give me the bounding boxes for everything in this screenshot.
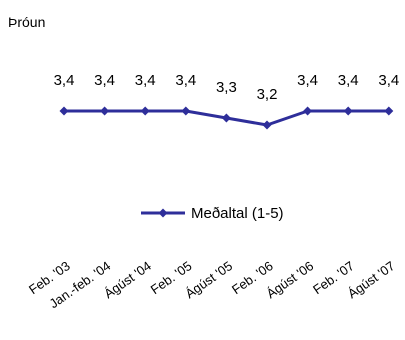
data-label: 3,4: [54, 72, 75, 89]
legend-label: Meðaltal (1-5): [191, 205, 284, 222]
data-point: [262, 120, 272, 130]
data-label: 3,4: [378, 72, 399, 89]
legend-marker: [158, 208, 168, 218]
chart-title: Þróun: [8, 14, 45, 30]
data-point: [59, 106, 69, 116]
plot-area: [59, 106, 394, 130]
data-point: [384, 106, 394, 116]
data-point: [140, 106, 150, 116]
data-point: [303, 106, 313, 116]
data-point: [221, 113, 231, 123]
data-label: 3,2: [257, 86, 278, 103]
data-label: 3,4: [297, 72, 318, 89]
data-point: [343, 106, 353, 116]
data-point: [100, 106, 110, 116]
legend: Meðaltal (1-5): [141, 205, 284, 222]
data-point: [181, 106, 191, 116]
data-label: 3,4: [175, 72, 196, 89]
data-label: 3,4: [338, 72, 359, 89]
data-label: 3,4: [135, 72, 156, 89]
data-label: 3,4: [94, 72, 115, 89]
data-label: 3,3: [216, 79, 237, 96]
data-labels: 3,4 3,4 3,4 3,4 3,3 3,2 3,4 3,4 3,4: [54, 72, 400, 103]
